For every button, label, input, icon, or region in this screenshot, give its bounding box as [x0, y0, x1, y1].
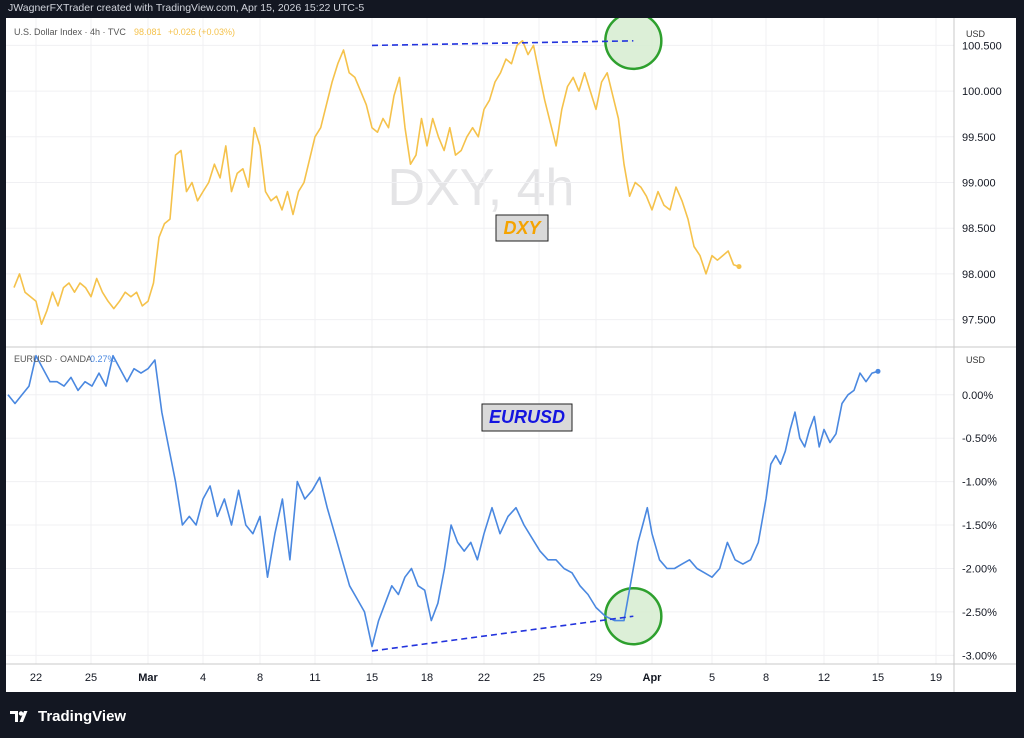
tradingview-logo-icon	[10, 711, 28, 722]
x-tick-label: 25	[533, 672, 545, 684]
x-tick-label: 15	[366, 672, 378, 684]
dxy-y-tick-label: 100.000	[962, 86, 1002, 98]
x-tick-label: 11	[309, 672, 320, 684]
x-tick-label: 29	[590, 672, 602, 684]
x-tick-label: 8	[257, 672, 263, 684]
dxy-y-tick-label: 100.500	[962, 40, 1002, 52]
eurusd-label-box: EURUSD	[481, 403, 573, 432]
top-legend-change: +0.026 (+0.03%)	[168, 27, 235, 37]
dxy-last-value-dot	[736, 264, 742, 270]
bottom-gridlines	[6, 347, 954, 664]
footer-brand-text: TradingView	[38, 707, 127, 725]
bottom-price-axis[interactable]: USD 0.00% -0.50% -1.00% -1.50% -2.00% -2.50% -…	[962, 355, 997, 662]
dxy-label-box: DXY	[495, 214, 549, 242]
bottom-panel[interactable]: EURUSD EURUSD · OANDA 0.27%	[6, 347, 954, 664]
x-tick-label: 22	[30, 672, 42, 684]
eurusd-divergence-line	[371, 615, 634, 652]
dxy-y-tick-label: 98.500	[962, 223, 996, 235]
dxy-watermark: DXY, 4h	[388, 159, 575, 217]
x-tick-label: 5	[709, 672, 715, 684]
eurusd-y-tick-label: 0.00%	[962, 390, 993, 402]
x-tick-label: 4	[200, 672, 206, 684]
x-tick-label: Mar	[138, 672, 158, 684]
top-legend-value: 98.081	[134, 27, 162, 37]
eurusd-y-tick-label: -2.00%	[962, 563, 997, 575]
x-tick-label: 12	[818, 672, 830, 684]
dxy-y-tick-label: 97.500	[962, 315, 996, 327]
chart-frame: DXY, 4h DXY U.S. Dollar Index · 4h · TVC…	[6, 11, 1016, 692]
dxy-y-tick-label: 98.000	[962, 269, 996, 281]
top-gridlines	[6, 18, 954, 347]
x-tick-label: 8	[763, 672, 769, 684]
eurusd-y-tick-label: -0.50%	[962, 433, 997, 445]
footer-brand[interactable]: TradingView	[10, 706, 126, 726]
top-series-layer	[13, 11, 742, 326]
x-tick-label: 22	[478, 672, 490, 684]
bottom-currency-label: USD	[966, 355, 986, 365]
attribution-text: JWagnerFXTrader created with TradingView…	[8, 2, 365, 14]
eurusd-y-tick-label: -1.00%	[962, 477, 997, 489]
eurusd-label-text: EURUSD	[489, 407, 565, 427]
eurusd-last-value-dot	[875, 368, 881, 374]
top-y-tick-labels: 100.500 100.000 99.500 99.000 98.500 98.000 97…	[962, 40, 1002, 326]
eurusd-y-tick-label: -3.00%	[962, 650, 997, 662]
dxy-y-tick-label: 99.500	[962, 132, 996, 144]
bottom-legend-name: EURUSD · OANDA	[14, 354, 92, 364]
x-tick-label: 19	[930, 672, 942, 684]
x-tick-label: 18	[421, 672, 433, 684]
dxy-y-tick-label: 99.000	[962, 178, 996, 190]
dxy-label-text: DXY	[503, 218, 542, 238]
x-tick-label: Apr	[643, 672, 663, 684]
top-price-axis[interactable]: USD 100.500 100.000 99.500 99.000 98.500 98.0…	[962, 29, 1002, 327]
x-tick-label: 15	[872, 672, 884, 684]
dxy-highlight-circle	[604, 11, 663, 71]
dxy-series-line	[13, 39, 740, 326]
eurusd-y-tick-label: -1.50%	[962, 520, 997, 532]
top-currency-label: USD	[966, 29, 986, 39]
top-panel[interactable]: DXY, 4h DXY U.S. Dollar Index · 4h · TVC…	[6, 11, 954, 347]
top-legend-name: U.S. Dollar Index · 4h · TVC	[14, 27, 126, 37]
bottom-legend-value: 0.27%	[90, 354, 116, 364]
eurusd-series-line	[7, 354, 879, 648]
bottom-series-layer	[7, 354, 881, 652]
chart-svg: DXY, 4h DXY U.S. Dollar Index · 4h · TVC…	[6, 11, 1016, 692]
x-tick-label: 25	[85, 672, 97, 684]
eurusd-y-tick-label: -2.50%	[962, 607, 997, 619]
time-axis[interactable]: 22 25 Mar 4 8 11 15 18 22 25 29 Apr 5 8 12 15 19	[30, 672, 942, 684]
dxy-divergence-line	[371, 40, 634, 47]
bottom-y-tick-labels: 0.00% -0.50% -1.00% -1.50% -2.00% -2.50% -3.00…	[962, 390, 997, 663]
